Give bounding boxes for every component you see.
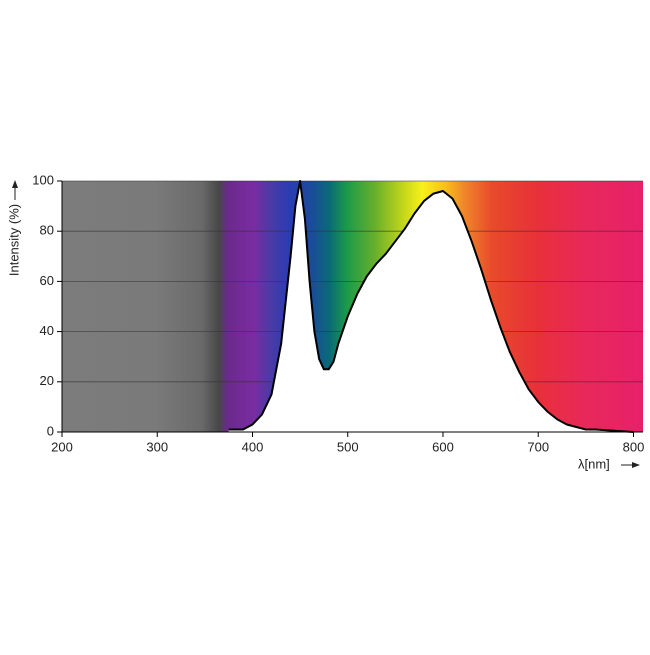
x-tick-label: 300	[146, 439, 168, 454]
y-arrow-head	[12, 180, 18, 188]
y-tick-label: 100	[32, 172, 54, 187]
y-tick-label: 0	[47, 423, 54, 438]
y-tick-label: 80	[40, 223, 54, 238]
x-tick-label: 400	[242, 439, 264, 454]
x-tick-label: 500	[337, 439, 359, 454]
y-axis-label: Intensity (%)	[6, 204, 21, 276]
x-tick-label: 700	[527, 439, 549, 454]
spectrum-curve	[228, 180, 634, 433]
x-axis-label: λ[nm]	[578, 456, 610, 471]
y-tick-label: 40	[40, 323, 54, 338]
x-arrow-head	[632, 462, 640, 468]
x-tick-label: 800	[623, 439, 645, 454]
y-tick-label: 20	[40, 373, 54, 388]
x-tick-label: 200	[51, 439, 73, 454]
marks	[228, 180, 634, 433]
x-tick-label: 600	[432, 439, 454, 454]
y-tick-label: 60	[40, 273, 54, 288]
